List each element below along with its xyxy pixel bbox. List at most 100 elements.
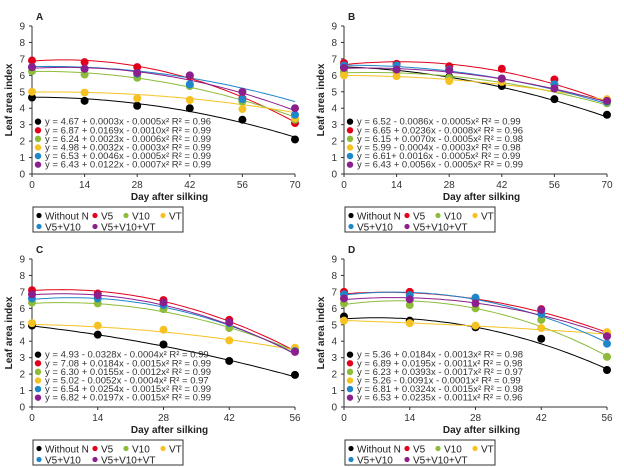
legend-label: V5+V10+VT xyxy=(101,456,155,467)
y-tick-label: 6 xyxy=(19,304,25,315)
fit-curve-v10 xyxy=(32,70,296,118)
data-point-v5-v10-vt xyxy=(225,318,234,327)
y-tick-label: 4 xyxy=(331,104,337,115)
x-tick-label: 28 xyxy=(470,413,482,424)
y-tick-label: 8 xyxy=(331,271,337,282)
x-tick-label: 0 xyxy=(29,413,35,424)
data-point-v5-v10-vt xyxy=(80,64,89,73)
data-point-vt xyxy=(340,316,348,325)
data-point-v5 xyxy=(133,63,142,72)
chart-panel-a: A 0 1 2 3 4 5 6 7 8 9 0 14 28 42 56 70 Day after silking L… xyxy=(0,0,312,234)
fit-equation: y = 6.15 + 0.0070x - 0.0005x² R² = 0.98 xyxy=(357,134,523,145)
data-point-without-n xyxy=(238,115,247,124)
equation-marker xyxy=(34,135,42,143)
fit-curve-v5-v10 xyxy=(31,65,296,103)
data-point-without-n xyxy=(603,366,611,374)
chart-panel-d: D 0 1 2 3 4 5 6 7 8 9 0 14 28 42 56 Day after silking Lea… xyxy=(312,233,624,467)
equation-marker xyxy=(34,161,42,168)
data-point-v5-v10-vt xyxy=(471,299,480,308)
data-point-vt xyxy=(93,321,102,330)
y-tick-label: 3 xyxy=(331,353,337,364)
legend-marker xyxy=(348,212,354,219)
y-tick-label: 9 xyxy=(331,255,337,266)
legend-label: V5+V10 xyxy=(45,223,81,234)
fit-equation: y = 5.26 - 0.0091x - 0.0001x² R² = 0.99 xyxy=(357,375,521,386)
y-tick-label: 7 xyxy=(331,287,337,298)
y-tick-label: 2 xyxy=(19,137,25,148)
legend-label: Without N xyxy=(357,445,401,456)
y-tick-label: 6 xyxy=(19,71,25,82)
panel-label: D xyxy=(348,245,355,256)
panel-label: C xyxy=(36,245,43,256)
data-point-vt xyxy=(392,72,401,81)
chart-panel-c: C 0 1 2 3 4 5 6 7 8 9 0 14 28 42 56 Day after silking Lea… xyxy=(0,233,312,467)
y-tick-label: 7 xyxy=(19,54,25,65)
y-tick-label: 4 xyxy=(331,337,337,348)
legend-marker xyxy=(472,445,478,452)
data-point-without-n xyxy=(133,101,142,110)
y-tick-label: 2 xyxy=(19,370,25,381)
y-tick-label: 2 xyxy=(331,370,337,381)
legend-box xyxy=(32,206,184,233)
x-tick-label: 42 xyxy=(184,180,196,191)
equation-marker xyxy=(346,161,354,168)
y-tick-label: 5 xyxy=(331,320,337,331)
x-tick-label: 14 xyxy=(92,413,104,424)
data-point-v5-v10-vt xyxy=(537,305,546,314)
fit-equation: y = 6.53 + 0.0046x - 0.0005x² R² = 0.99 xyxy=(45,151,211,162)
chart-panel-b: B 0 1 2 3 4 5 6 7 8 9 0 14 28 42 56 70 Day after silking L… xyxy=(312,0,624,234)
equation-marker xyxy=(34,351,42,358)
data-point-without-n xyxy=(550,95,559,104)
y-tick-label: 3 xyxy=(331,120,337,131)
data-point-v5-v10-vt xyxy=(159,298,168,307)
x-tick-label: 56 xyxy=(237,180,249,191)
equation-marker xyxy=(346,360,354,367)
legend-label: V5 xyxy=(101,212,114,223)
y-tick-label: 0 xyxy=(331,403,337,414)
panel-label: B xyxy=(348,12,355,23)
x-axis-title: Day after silking xyxy=(443,425,520,436)
data-point-v10 xyxy=(537,315,546,324)
data-point-v5-v10-vt xyxy=(550,84,559,93)
y-tick-label: 1 xyxy=(19,153,25,164)
y-tick-label: 3 xyxy=(19,120,25,131)
fit-equation: y = 5.02 - 0.0052x - 0.0004x² R² = 0.97 xyxy=(45,375,209,386)
legend-marker xyxy=(404,456,410,463)
legend-label: VT xyxy=(481,212,494,223)
fit-equation: y = 6.43 + 0.0056x - 0.0005x² R² = 0.99 xyxy=(357,160,523,171)
x-axis-title: Day after silking xyxy=(131,425,208,436)
data-point-vt xyxy=(80,88,89,97)
fit-curve-v5-v10-vt xyxy=(343,67,608,103)
data-point-v5 xyxy=(28,56,36,65)
y-tick-label: 1 xyxy=(331,386,337,397)
data-point-without-n xyxy=(185,104,194,113)
fit-equation: y = 5.99 - 0.0004x - 0.0003x² R² = 0.98 xyxy=(357,142,521,153)
y-axis-title: Leaf area index xyxy=(4,63,15,136)
fit-curve-v5 xyxy=(343,61,608,103)
x-axis-title: Day after silking xyxy=(443,192,520,203)
legend-label: V10 xyxy=(444,212,462,223)
legend-label: Without N xyxy=(45,445,89,456)
fit-equation: y = 6.82 + 0.0197x - 0.0015x² R² = 0.99 xyxy=(45,393,211,404)
x-tick-label: 0 xyxy=(29,180,35,191)
legend-label: V5+V10+VT xyxy=(413,223,467,234)
data-point-v10 xyxy=(80,70,89,79)
y-tick-label: 0 xyxy=(19,170,25,181)
x-tick-label: 14 xyxy=(404,413,416,424)
y-tick-label: 3 xyxy=(19,353,25,364)
data-point-vt xyxy=(471,321,480,330)
data-point-v5-v10-vt xyxy=(28,290,36,299)
equation-marker xyxy=(346,368,354,376)
fit-equation: y = 6.30 + 0.0155x - 0.0012x² R² = 0.99 xyxy=(45,367,211,378)
x-tick-label: 70 xyxy=(289,180,301,191)
equation-marker xyxy=(34,360,42,367)
y-tick-label: 5 xyxy=(331,87,337,98)
data-point-v5-v10-vt xyxy=(405,295,414,304)
legend-label: V10 xyxy=(444,445,462,456)
fit-curve-v5 xyxy=(31,59,296,123)
data-point-v10 xyxy=(405,301,414,310)
y-tick-label: 8 xyxy=(331,38,337,49)
legend-marker xyxy=(92,445,98,452)
legend-label: V10 xyxy=(132,445,150,456)
